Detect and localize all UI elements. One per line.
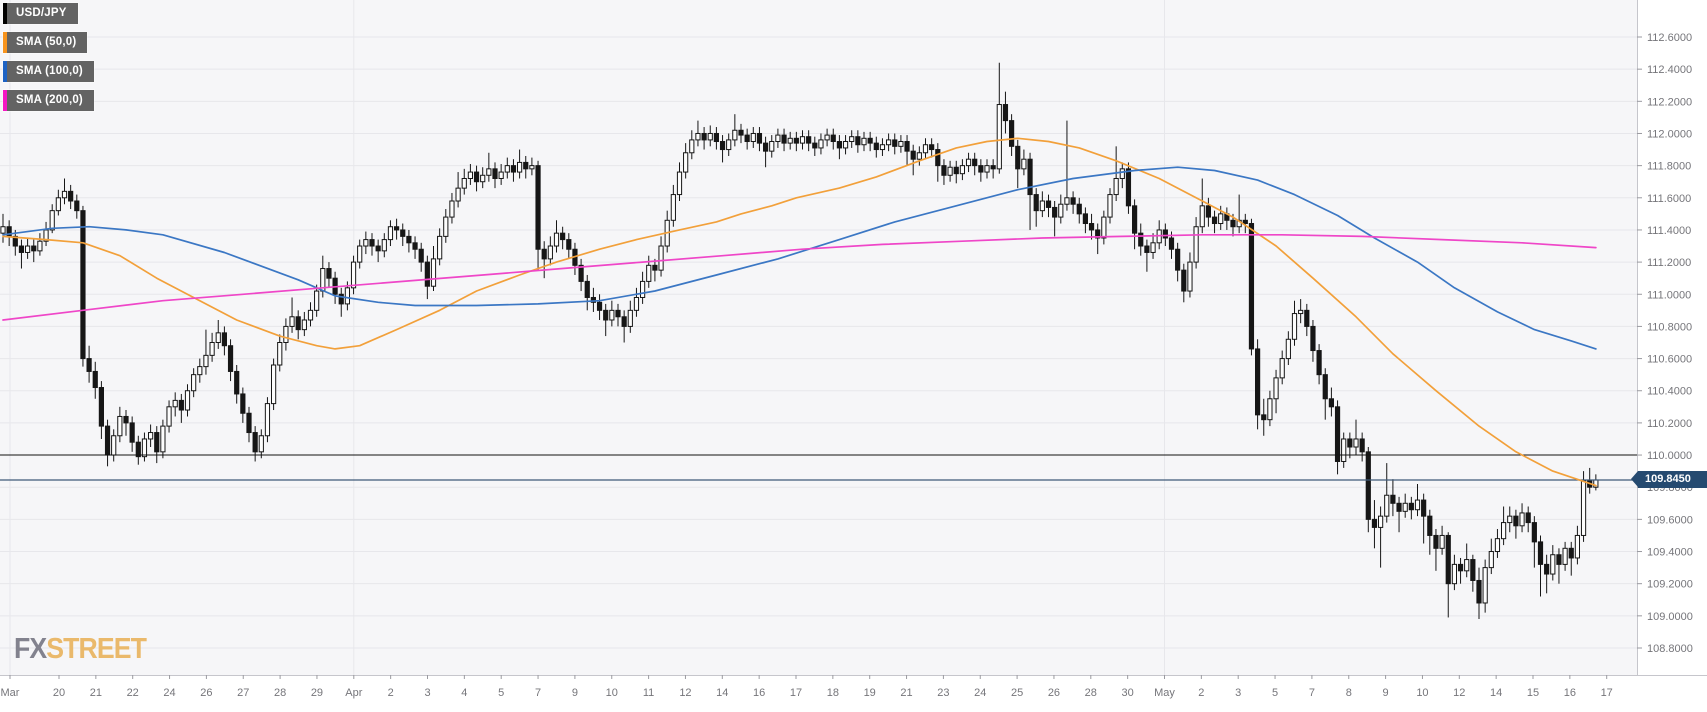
date-axis-label: 24 bbox=[974, 687, 986, 699]
price-axis-label: 111.2000 bbox=[1647, 257, 1691, 269]
price-axis-label: 111.0000 bbox=[1647, 289, 1691, 301]
date-axis-label: 3 bbox=[424, 687, 430, 699]
symbol-label: USD/JPY bbox=[16, 7, 67, 19]
date-axis-label: 17 bbox=[790, 687, 802, 699]
fxstreet-logo-fx: FX bbox=[14, 633, 47, 665]
sma-line bbox=[2, 166, 1597, 350]
date-axis-label: 26 bbox=[1048, 687, 1060, 699]
date-axis-label: 10 bbox=[606, 687, 618, 699]
date-axis-label: 5 bbox=[1272, 687, 1278, 699]
price-axis-label: 110.4000 bbox=[1647, 386, 1692, 398]
sma-line bbox=[2, 233, 1597, 321]
date-axis-label: 8 bbox=[1346, 687, 1352, 699]
date-axis-label: 12 bbox=[1453, 687, 1465, 699]
date-axis-label: Apr bbox=[345, 687, 362, 699]
legend-item-sma50[interactable]: SMA (50,0) bbox=[3, 32, 88, 53]
date-axis-label: 7 bbox=[535, 687, 541, 699]
date-axis-label: 24 bbox=[163, 687, 175, 699]
series-color-bar-price bbox=[3, 3, 7, 24]
date-axis-label: 9 bbox=[572, 687, 578, 699]
date-axis-label: 30 bbox=[1122, 687, 1134, 699]
price-axis-label: 112.0000 bbox=[1647, 128, 1692, 140]
date-axis-label: 4 bbox=[461, 687, 467, 699]
date-axis-label: 21 bbox=[900, 687, 912, 699]
price-axis-label: 110.0000 bbox=[1647, 450, 1692, 462]
date-axis-label: 9 bbox=[1383, 687, 1389, 699]
sma-overlays bbox=[2, 137, 1597, 487]
price-axis-label: 111.8000 bbox=[1647, 161, 1691, 173]
price-axis-label: 109.0000 bbox=[1647, 611, 1693, 623]
date-axis-label: 16 bbox=[753, 687, 765, 699]
legend-item-sma200[interactable]: SMA (200,0) bbox=[3, 90, 94, 111]
date-axis-label: 17 bbox=[1601, 687, 1613, 699]
fxstreet-logo-street: STREET bbox=[46, 633, 147, 665]
price-axis-label: 112.4000 bbox=[1647, 64, 1692, 76]
price-axis-label: 108.8000 bbox=[1647, 643, 1693, 655]
price-axis-label: 111.6000 bbox=[1647, 193, 1691, 205]
sma50-label: SMA (50,0) bbox=[16, 36, 77, 48]
date-axis-label: 14 bbox=[716, 687, 728, 699]
plot-background bbox=[0, 0, 1637, 675]
price-lines bbox=[0, 454, 1637, 481]
date-axis-label: 12 bbox=[679, 687, 691, 699]
date-axis-label: 10 bbox=[1416, 687, 1428, 699]
series-color-bar-sma200 bbox=[3, 90, 7, 111]
date-axis-label: 11 bbox=[643, 687, 654, 699]
legend-item-sma100[interactable]: SMA (100,0) bbox=[3, 61, 94, 82]
date-axis-label: 20 bbox=[53, 687, 65, 699]
candlestick-series bbox=[0, 62, 1599, 620]
date-axis-label: 28 bbox=[274, 687, 286, 699]
fxstreet-logo: FXSTREET bbox=[14, 633, 147, 666]
price-axis-label: 112.2000 bbox=[1647, 96, 1692, 108]
price-axis-label: 109.6000 bbox=[1647, 514, 1693, 526]
date-axis-label: 26 bbox=[200, 687, 212, 699]
date-axis-label: 21 bbox=[90, 687, 102, 699]
sma100-label: SMA (100,0) bbox=[16, 65, 83, 77]
price-axis-label: 109.2000 bbox=[1647, 579, 1693, 591]
gridlines bbox=[0, 0, 1637, 675]
date-axis-label: 29 bbox=[311, 687, 323, 699]
series-color-bar-sma100 bbox=[3, 61, 7, 82]
date-axis-label: Mar bbox=[1, 687, 20, 699]
date-axis-label: 25 bbox=[1011, 687, 1023, 699]
date-axis-label: 28 bbox=[1085, 687, 1097, 699]
date-axis-label: 2 bbox=[1198, 687, 1204, 699]
date-axis-label: 16 bbox=[1564, 687, 1576, 699]
legend-item-symbol[interactable]: USD/JPY bbox=[3, 3, 78, 24]
date-axis-label: 5 bbox=[498, 687, 504, 699]
sma200-label: SMA (200,0) bbox=[16, 94, 83, 106]
date-axis-label: 7 bbox=[1309, 687, 1315, 699]
date-axis-label: 23 bbox=[937, 687, 949, 699]
chart-legend: USD/JPY SMA (50,0) SMA (100,0) SMA (200,… bbox=[3, 3, 94, 119]
price-axis-label: 109.4000 bbox=[1647, 547, 1693, 559]
price-axis-label: 110.2000 bbox=[1647, 418, 1692, 430]
price-axis-label: 112.6000 bbox=[1647, 32, 1692, 44]
price-axis-label: 111.4000 bbox=[1647, 225, 1691, 237]
time-axis[interactable]: Mar 20 21 22 24 26 27 28 29 Apr 2 3 4 5 7 9 10 11 12 14 16 17… bbox=[1, 675, 1613, 699]
last-price-badge: 109.8450 bbox=[1631, 471, 1707, 489]
date-axis-label: 27 bbox=[237, 687, 249, 699]
date-axis-label: 3 bbox=[1235, 687, 1241, 699]
date-axis-label: 19 bbox=[864, 687, 876, 699]
date-axis-label: 2 bbox=[388, 687, 394, 699]
price-axis-label: 110.8000 bbox=[1647, 321, 1692, 333]
date-axis-label: 22 bbox=[127, 687, 139, 699]
price-axis[interactable]: 112.6000 112.4000 112.2000 112.0000 111.8000… bbox=[1637, 32, 1693, 655]
date-axis-label: 18 bbox=[827, 687, 839, 699]
date-axis-label: 15 bbox=[1527, 687, 1539, 699]
series-color-bar-sma50 bbox=[3, 32, 7, 53]
price-axis-label: 110.6000 bbox=[1647, 354, 1692, 366]
date-axis-label: 14 bbox=[1490, 687, 1502, 699]
date-axis-label: May bbox=[1154, 687, 1175, 699]
sma-line bbox=[2, 137, 1597, 487]
